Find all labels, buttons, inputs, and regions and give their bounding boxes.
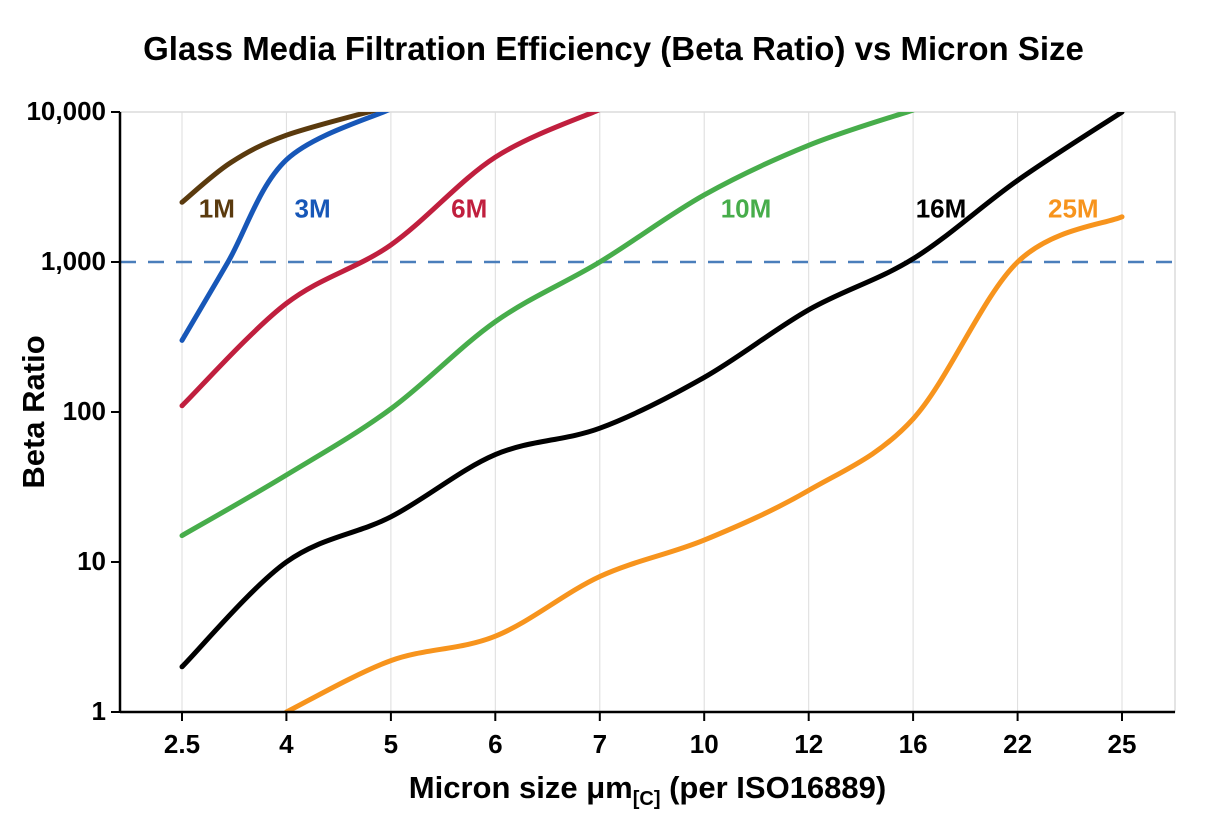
series-line-1M: [179, 112, 379, 205]
x-tick-label-16: 16: [899, 729, 928, 759]
x-tick-label-4: 4: [279, 729, 294, 759]
y-tick-label-10: 10: [77, 546, 106, 576]
series-line-16M: [179, 112, 1125, 670]
y-tick-label-10,000: 10,000: [26, 96, 106, 126]
x-axis-title-subscript: [C]: [632, 788, 661, 810]
y-tick-label-1: 1: [92, 696, 106, 726]
series-label-10M: 10M: [721, 193, 772, 223]
plot-frame: [119, 111, 1176, 713]
x-tick-label-6: 6: [488, 729, 502, 759]
series-label-3M: 3M: [295, 193, 331, 223]
y-tick-label-1,000: 1,000: [41, 246, 106, 276]
series-line-25M: [283, 214, 1125, 712]
series-label-6M: 6M: [451, 193, 487, 223]
y-tick-label-100: 100: [63, 396, 106, 426]
chart-title: Glass Media Filtration Efficiency (Beta …: [143, 30, 1084, 67]
x-tick-label-12: 12: [794, 729, 823, 759]
x-tick-label-22: 22: [1003, 729, 1032, 759]
x-tick-label-25: 25: [1108, 729, 1137, 759]
x-tick-label-10: 10: [690, 729, 719, 759]
series-label-25M: 25M: [1048, 193, 1099, 223]
series-label-16M: 16M: [916, 193, 967, 223]
x-axis-title-units: (per ISO16889): [660, 770, 887, 805]
x-tick-label-5: 5: [384, 729, 398, 759]
x-tick-label-7: 7: [593, 729, 607, 759]
x-axis-title-main: Micron size μm: [408, 770, 633, 805]
x-axis-title: Micron size μm[C] (per ISO16889): [120, 770, 1175, 811]
series-line-3M: [179, 112, 390, 343]
series-line-6M: [179, 112, 601, 409]
x-tick-label-2.5: 2.5: [164, 729, 200, 759]
series-label-1M: 1M: [199, 193, 235, 223]
series-line-10M: [179, 112, 915, 539]
